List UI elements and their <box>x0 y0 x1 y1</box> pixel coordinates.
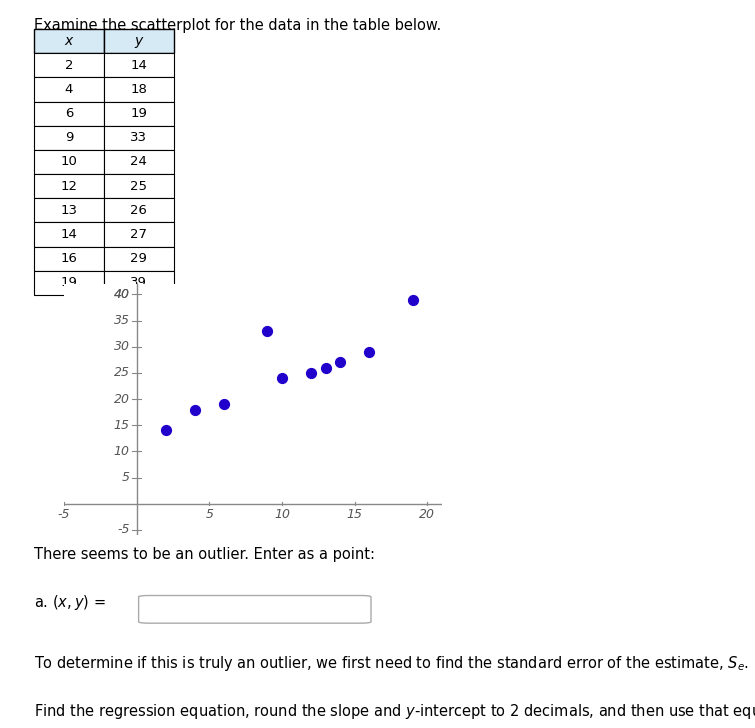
Text: 10: 10 <box>113 445 130 458</box>
Text: Find the regression equation, round the slope and $y$-intercept to 2 decimals, a: Find the regression equation, round the … <box>34 702 755 721</box>
Text: 5: 5 <box>205 508 214 521</box>
Text: -5: -5 <box>58 508 70 521</box>
Point <box>218 398 230 410</box>
Text: 40: 40 <box>113 288 130 301</box>
Text: -5: -5 <box>117 523 130 537</box>
Text: 40: 40 <box>113 288 130 301</box>
Text: 20: 20 <box>113 392 130 405</box>
Text: 25: 25 <box>113 366 130 379</box>
Text: Examine the scatterplot for the data in the table below.: Examine the scatterplot for the data in … <box>34 18 441 33</box>
Point <box>276 372 288 384</box>
Point <box>261 325 273 337</box>
Text: 20: 20 <box>419 508 435 521</box>
Text: 15: 15 <box>113 419 130 432</box>
Point <box>363 346 375 357</box>
Text: 15: 15 <box>347 508 362 521</box>
Point <box>160 424 172 436</box>
Text: To determine if this is truly an outlier, we first need to find the standard err: To determine if this is truly an outlier… <box>34 654 749 673</box>
Text: 30: 30 <box>113 340 130 353</box>
Text: 5: 5 <box>122 471 130 484</box>
Point <box>319 362 331 373</box>
Text: 35: 35 <box>113 314 130 327</box>
Text: 10: 10 <box>274 508 290 521</box>
Point <box>334 357 346 368</box>
FancyBboxPatch shape <box>139 596 371 623</box>
Text: a. $(x, y)$ =: a. $(x, y)$ = <box>34 593 106 612</box>
Point <box>189 403 201 415</box>
Text: There seems to be an outlier. Enter as a point:: There seems to be an outlier. Enter as a… <box>34 547 375 563</box>
Point <box>305 367 317 379</box>
Point <box>407 294 419 306</box>
